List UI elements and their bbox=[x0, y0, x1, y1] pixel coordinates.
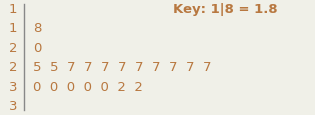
Text: 8: 8 bbox=[33, 22, 42, 35]
Text: 3: 3 bbox=[9, 99, 17, 112]
Text: 2: 2 bbox=[9, 61, 17, 74]
Text: Key: 1|8 = 1.8: Key: 1|8 = 1.8 bbox=[173, 3, 278, 16]
Text: 0: 0 bbox=[33, 41, 42, 54]
Text: 5  5  7  7  7  7  7  7  7  7  7: 5 5 7 7 7 7 7 7 7 7 7 bbox=[33, 61, 212, 74]
Text: 0  0  0  0  0  2  2: 0 0 0 0 0 2 2 bbox=[33, 80, 143, 93]
Text: 1: 1 bbox=[9, 22, 17, 35]
Text: 3: 3 bbox=[9, 80, 17, 93]
Text: 1: 1 bbox=[9, 3, 17, 16]
Text: 2: 2 bbox=[9, 41, 17, 54]
